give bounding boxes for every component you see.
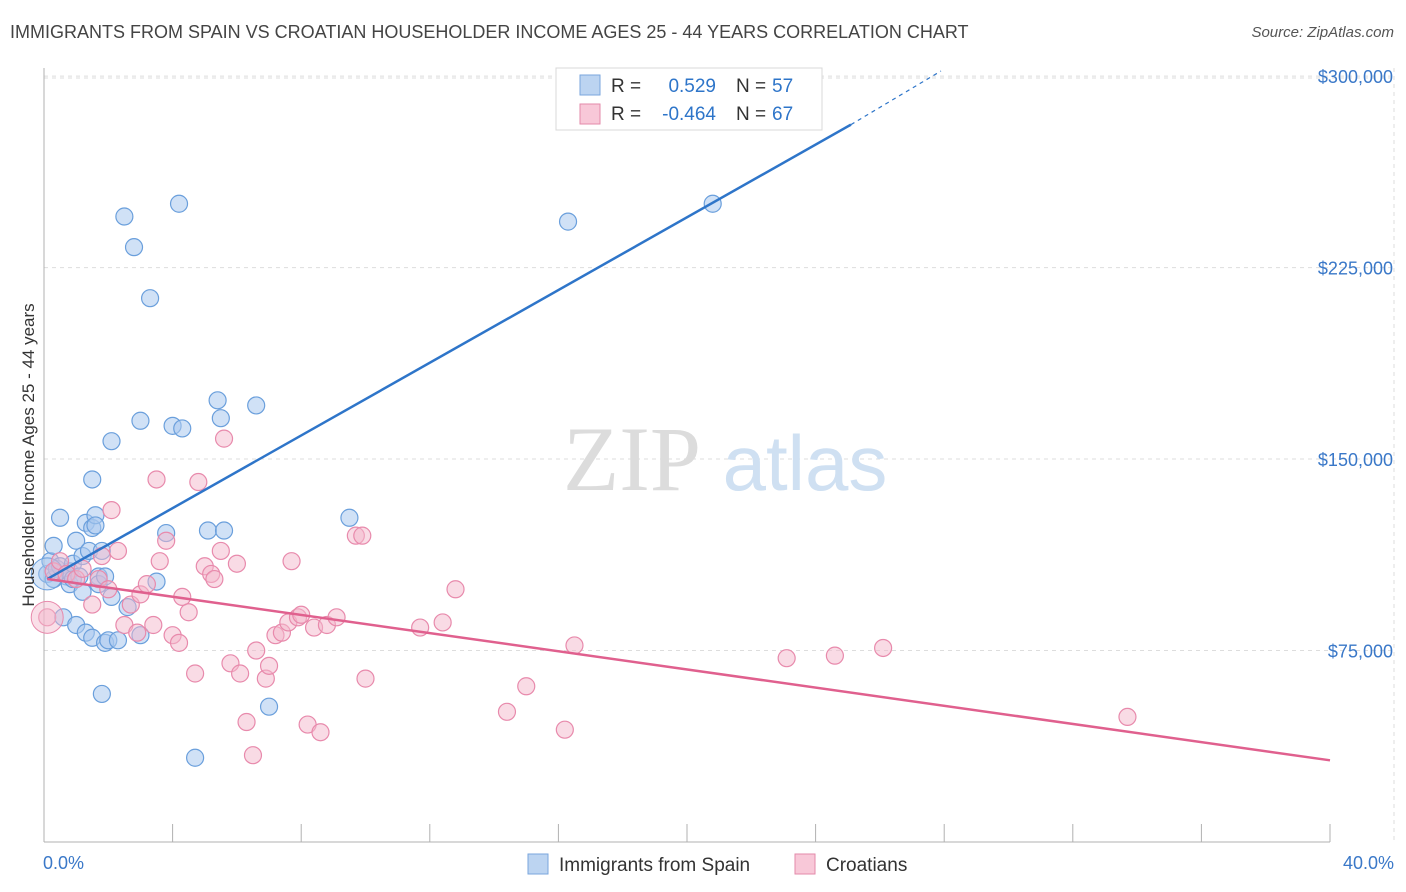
data-point-croatians <box>311 723 330 742</box>
data-point-spain <box>169 194 189 213</box>
series-legend-swatch-spain <box>527 853 549 875</box>
legend-swatch-pink <box>579 103 601 125</box>
data-point-croatians <box>282 552 301 571</box>
data-point-spain <box>140 289 160 308</box>
data-point-spain <box>214 521 234 540</box>
data-point-croatians <box>102 501 121 520</box>
data-point-spain <box>186 748 205 767</box>
legend-n-label-2: N = <box>736 104 766 125</box>
data-point-spain <box>67 531 86 550</box>
data-point-croatians <box>243 746 263 765</box>
data-point-croatians <box>517 677 536 696</box>
data-point-spain <box>131 411 150 430</box>
data-point-croatians <box>497 702 517 721</box>
legend-r-value-1: 0.529 <box>668 76 716 97</box>
data-point-croatians <box>446 580 465 599</box>
data-point-croatians <box>353 526 372 545</box>
data-point-spain <box>208 391 227 410</box>
data-point-croatians <box>211 541 230 561</box>
legend-swatch-blue <box>579 74 601 96</box>
data-point-croatians <box>38 608 57 627</box>
legend-r-value-2: -0.464 <box>662 104 716 125</box>
data-point-spain <box>124 238 144 257</box>
data-point-croatians <box>186 664 205 683</box>
data-point-croatians <box>259 656 279 675</box>
legend-n-value-1: 57 <box>772 76 793 97</box>
data-point-croatians <box>144 615 163 635</box>
data-point-spain <box>92 684 111 704</box>
data-point-croatians <box>825 646 844 665</box>
data-point-spain <box>247 396 266 415</box>
data-point-spain <box>340 508 359 527</box>
y-axis-title: Householder Income Ages 25 - 44 years <box>19 303 38 606</box>
data-point-spain <box>44 536 63 555</box>
data-point-spain <box>173 419 192 438</box>
data-point-croatians <box>237 712 256 732</box>
data-point-spain <box>83 470 102 489</box>
x-tick-label-min: 0.0% <box>43 853 84 873</box>
data-point-croatians <box>205 569 224 589</box>
data-point-croatians <box>169 633 189 652</box>
data-point-croatians <box>189 472 208 492</box>
data-point-spain <box>558 212 578 231</box>
x-tick-label-max: 40.0% <box>1343 853 1394 873</box>
legend-n-value-2: 67 <box>772 104 793 125</box>
trend-line-croatians <box>47 577 1331 762</box>
y-tick-label: $225,000 <box>1318 259 1393 279</box>
data-point-croatians <box>83 595 102 614</box>
data-point-croatians <box>231 664 250 683</box>
data-point-croatians <box>150 552 169 571</box>
data-point-spain <box>108 631 128 650</box>
data-point-croatians <box>179 603 198 622</box>
watermark: ZIP atlas <box>563 408 887 510</box>
series-legend-label-croatians: Croatians <box>826 855 907 876</box>
legend-r-label-1: R = <box>611 76 641 97</box>
data-point-spain <box>115 207 134 226</box>
legend-r-label-2: R = <box>611 104 641 125</box>
data-point-croatians <box>565 636 584 655</box>
data-point-spain <box>211 409 230 428</box>
watermark-zip: ZIP <box>563 408 701 510</box>
data-point-croatians <box>227 554 246 573</box>
legend-n-label-1: N = <box>736 76 766 97</box>
y-tick-label: $150,000 <box>1318 450 1393 470</box>
data-point-croatians <box>108 541 128 561</box>
chart-title: IMMIGRANTS FROM SPAIN VS CROATIAN HOUSEH… <box>10 22 969 42</box>
data-point-croatians <box>356 669 375 688</box>
data-point-croatians <box>1118 707 1137 727</box>
data-point-croatians-cluster <box>30 600 64 634</box>
series-legend-label-spain: Immigrants from Spain <box>559 855 750 876</box>
data-point-spain <box>50 508 70 527</box>
y-tick-label: $300,000 <box>1318 67 1393 87</box>
data-point-spain <box>102 432 121 451</box>
source-credit: Source: ZipAtlas.com <box>1251 24 1394 41</box>
data-point-croatians <box>247 641 266 660</box>
data-point-croatians <box>327 608 346 627</box>
data-point-croatians <box>147 470 166 489</box>
trend-lines <box>46 70 1331 762</box>
data-point-croatians <box>128 623 147 642</box>
data-point-spain <box>198 521 218 540</box>
watermark-atlas: atlas <box>723 419 888 507</box>
data-point-croatians <box>214 429 234 448</box>
data-point-croatians <box>137 575 156 594</box>
y-tick-labels: $75,000 $150,000 $225,000 $300,000 <box>1318 67 1393 661</box>
series-legend: Immigrants from Spain Croatians <box>527 853 907 876</box>
series-croatians <box>30 429 1137 765</box>
data-point-spain <box>86 516 105 535</box>
data-point-croatians <box>433 613 452 632</box>
data-point-croatians <box>157 531 176 550</box>
y-tick-label: $75,000 <box>1328 642 1393 662</box>
correlation-legend: R = 0.529 N = 57 R = -0.464 N = 67 <box>555 67 823 131</box>
trend-line-spain <box>46 123 852 581</box>
trend-line-spain-extension <box>850 70 942 126</box>
data-point-spain <box>259 697 279 716</box>
data-point-croatians <box>874 638 893 658</box>
data-point-croatians <box>777 649 796 668</box>
series-legend-swatch-croatians <box>794 853 816 875</box>
data-point-croatians <box>555 720 574 739</box>
axes <box>43 68 1331 843</box>
